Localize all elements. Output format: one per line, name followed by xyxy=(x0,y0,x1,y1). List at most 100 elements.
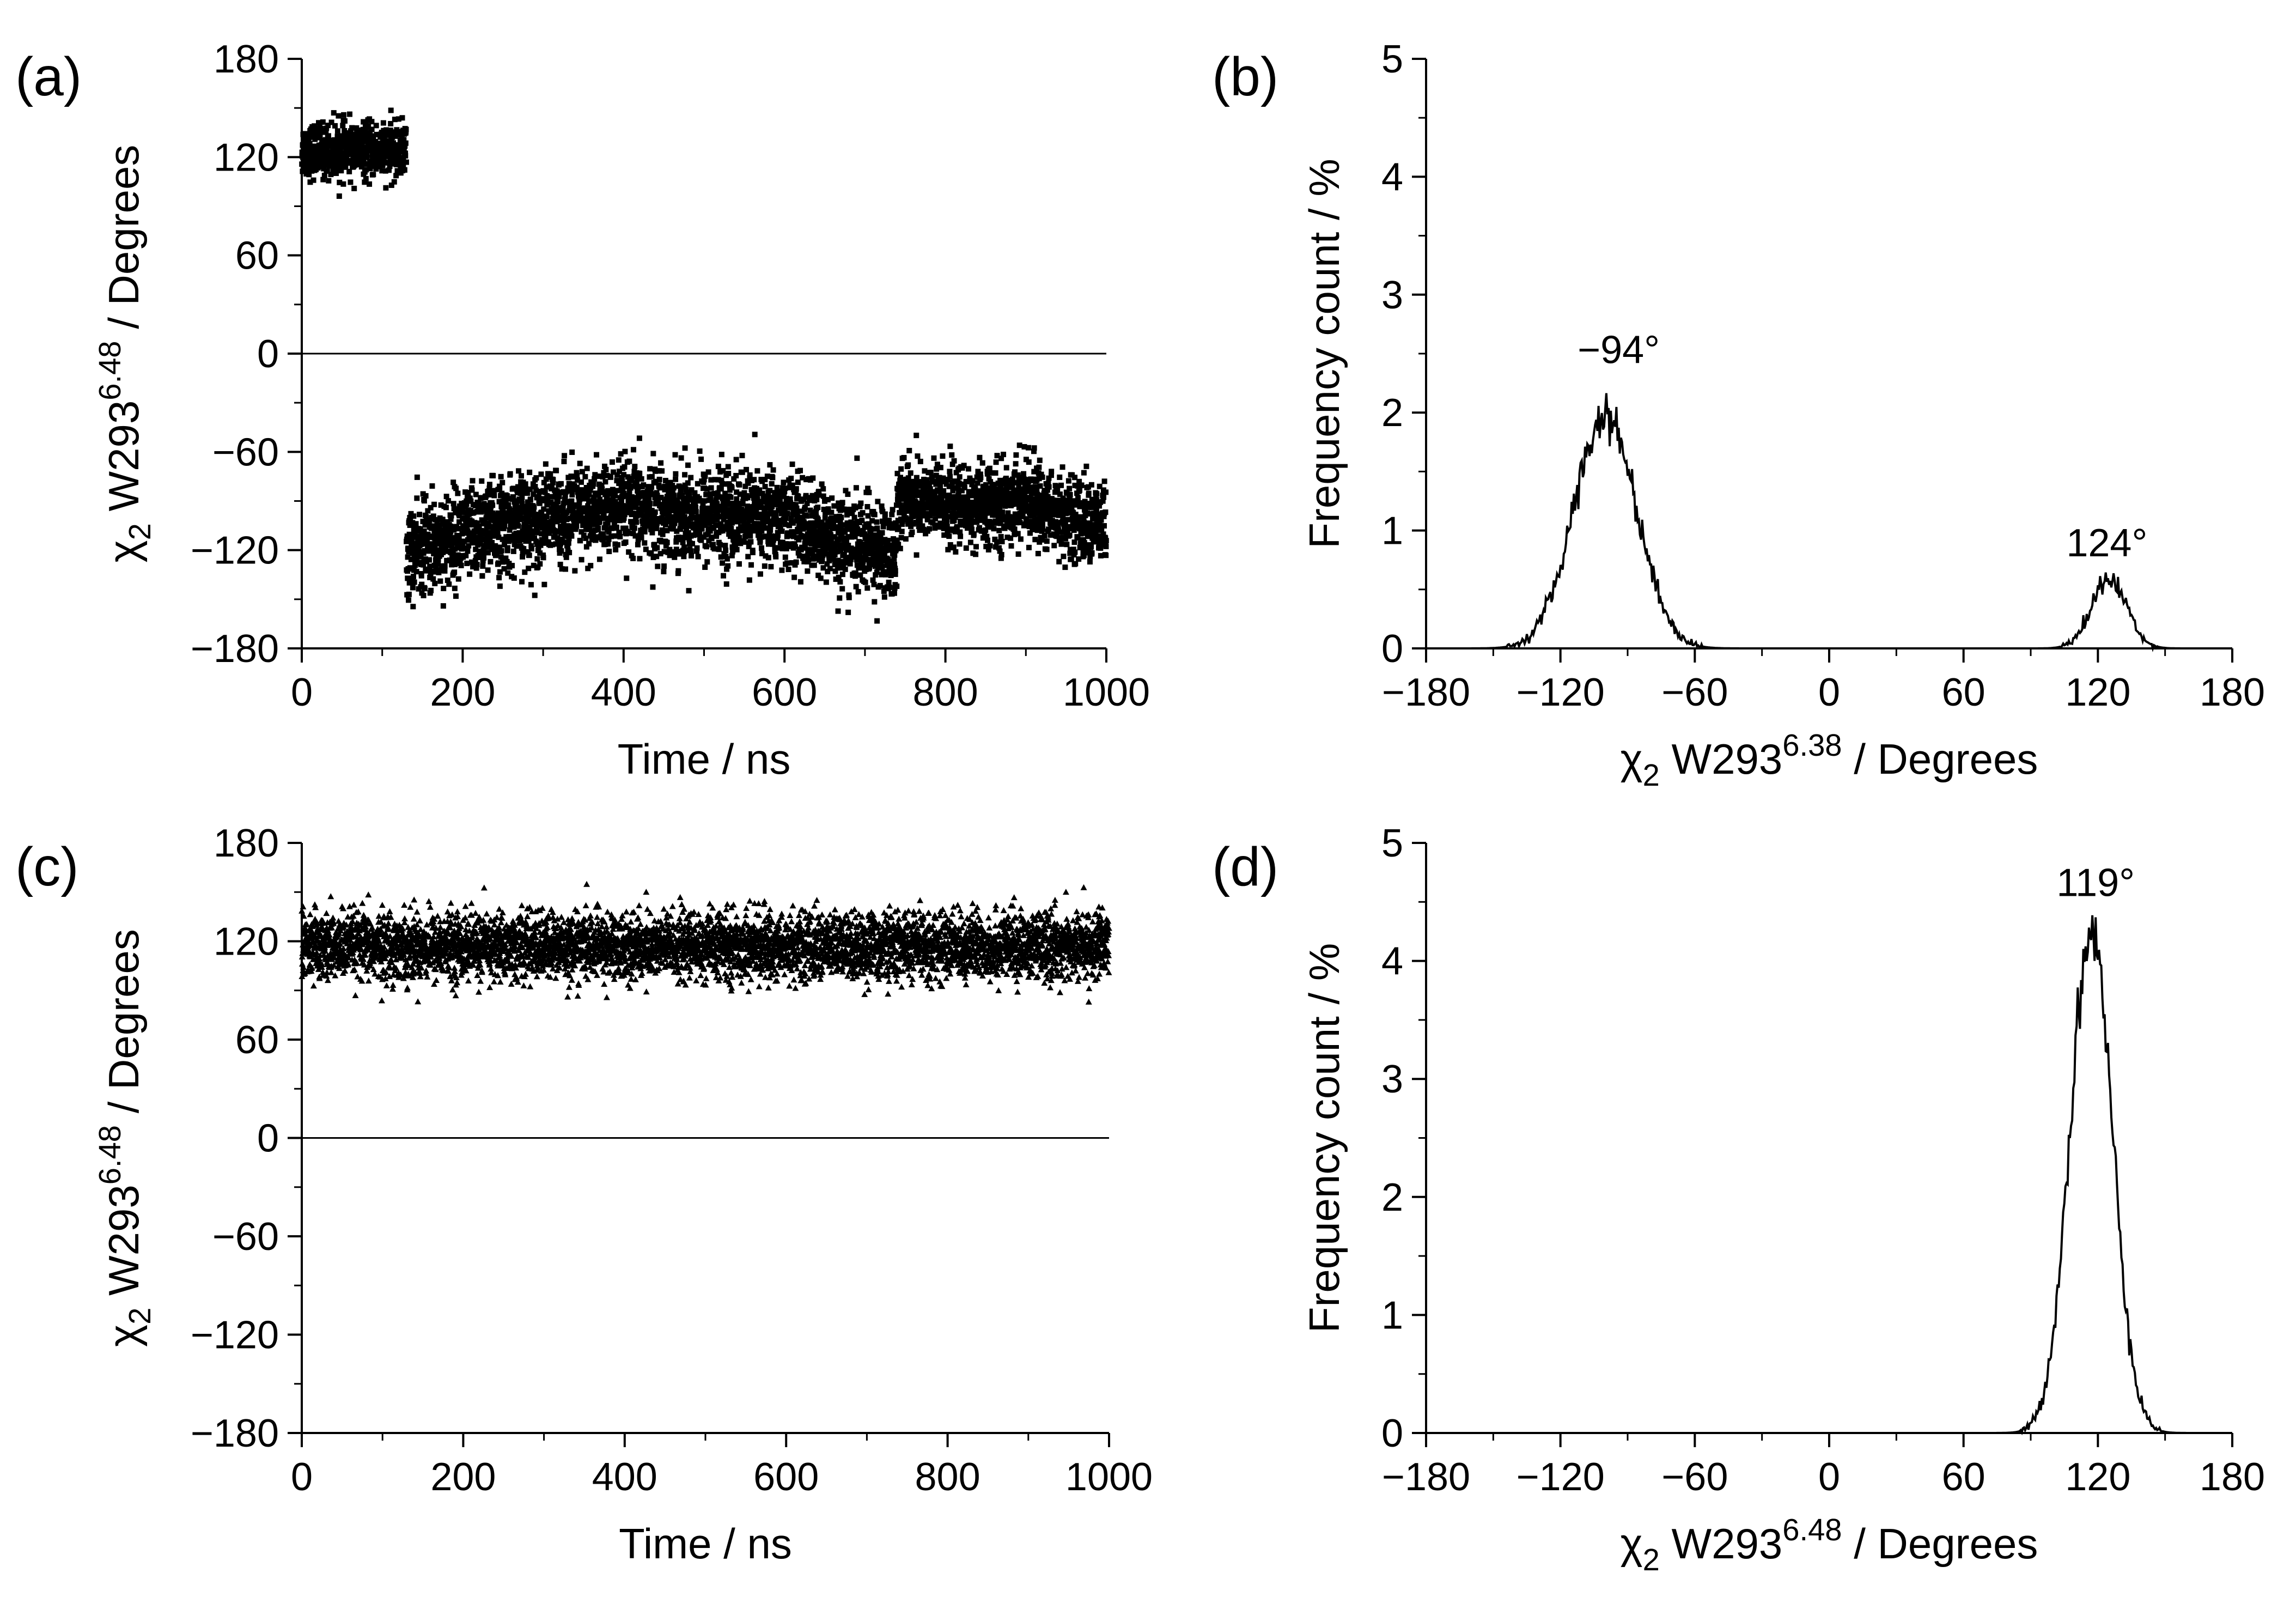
scatter-point xyxy=(458,508,464,514)
scatter-point xyxy=(888,572,894,578)
scatter-point xyxy=(340,144,346,150)
scatter-point xyxy=(584,465,590,471)
scatter-point xyxy=(878,550,884,556)
scatter-point xyxy=(309,163,315,169)
scatter-point xyxy=(640,507,645,513)
scatter-point xyxy=(681,554,687,560)
scatter-point xyxy=(1081,470,1087,476)
scatter-point xyxy=(990,505,996,511)
scatter-point xyxy=(352,147,358,153)
scatter-point xyxy=(484,509,490,515)
scatter-point xyxy=(1040,506,1046,512)
scatter-point xyxy=(348,179,354,185)
scatter-point xyxy=(550,542,556,548)
scatter-point xyxy=(891,540,897,546)
scatter-point xyxy=(1036,464,1042,470)
scatter-point xyxy=(459,501,465,507)
scatter-point xyxy=(490,472,496,478)
scatter-point xyxy=(484,536,490,542)
scatter-point xyxy=(479,573,485,579)
scatter-point xyxy=(628,519,634,525)
scatter-point xyxy=(422,522,428,528)
scatter-point xyxy=(1072,475,1078,481)
scatter-point xyxy=(720,560,726,566)
scatter-point xyxy=(952,478,958,484)
scatter-point xyxy=(318,149,324,155)
scatter-point xyxy=(324,151,330,157)
scatter-point xyxy=(466,543,472,549)
scatter-point xyxy=(563,566,569,572)
scatter-point xyxy=(722,490,728,496)
scatter-point xyxy=(738,518,744,524)
scatter-point xyxy=(841,560,846,566)
scatter-point xyxy=(729,520,735,526)
scatter-point xyxy=(898,475,904,481)
scatter-point xyxy=(618,498,624,504)
scatter-point xyxy=(1055,498,1061,504)
scatter-point xyxy=(821,506,827,512)
scatter-point xyxy=(999,481,1005,487)
scatter-point xyxy=(756,511,762,517)
scatter-point xyxy=(495,520,501,526)
x-tick-label: 400 xyxy=(591,671,656,714)
scatter-point xyxy=(874,519,880,525)
scatter-point xyxy=(653,478,659,484)
scatter-point xyxy=(1085,510,1091,516)
scatter-point xyxy=(453,485,459,491)
scatter-points xyxy=(299,107,1109,624)
scatter-point xyxy=(472,558,478,564)
scatter-point xyxy=(789,462,795,467)
scatter-point xyxy=(525,490,531,496)
scatter-point xyxy=(449,543,455,549)
scatter-point xyxy=(995,481,1001,487)
scatter-point xyxy=(528,546,534,552)
scatter-point xyxy=(357,127,363,133)
scatter-point xyxy=(775,532,781,538)
scatter-point xyxy=(450,501,456,507)
scatter-point xyxy=(338,168,344,174)
scatter-point xyxy=(783,545,789,551)
scatter-point xyxy=(1065,478,1071,484)
scatter-point xyxy=(1040,514,1046,520)
scatter-point xyxy=(496,499,502,505)
scatter-point xyxy=(744,527,750,533)
scatter-point xyxy=(462,504,468,510)
y-axis-label: χ2 W2936.48 / Degrees xyxy=(93,145,157,563)
scatter-point xyxy=(427,557,433,563)
scatter-point xyxy=(570,474,576,480)
scatter-point xyxy=(543,533,549,539)
scatter-point xyxy=(1088,544,1094,550)
scatter-point xyxy=(490,502,496,508)
scatter-point xyxy=(388,121,394,127)
scatter-point xyxy=(947,473,953,479)
scatter-point xyxy=(952,529,958,535)
scatter-point xyxy=(1064,517,1070,523)
scatter-point xyxy=(688,475,694,481)
scatter-point xyxy=(857,552,863,558)
scatter-point xyxy=(574,473,580,479)
scatter-point xyxy=(969,526,975,532)
scatter-point xyxy=(797,467,803,473)
scatter-point xyxy=(1039,511,1045,517)
scatter-point xyxy=(503,555,509,561)
scatter-point xyxy=(364,151,370,157)
scatter-point xyxy=(833,541,839,546)
scatter-point xyxy=(1048,472,1054,478)
scatter-point xyxy=(366,123,371,129)
scatter-point xyxy=(709,536,715,542)
scatter-point xyxy=(753,485,759,491)
scatter-point xyxy=(892,552,898,558)
scatter-point xyxy=(866,521,872,527)
scatter-point xyxy=(835,530,841,536)
scatter-point xyxy=(894,471,900,477)
scatter-point xyxy=(741,517,747,523)
scatter-point xyxy=(727,501,733,507)
scatter-point xyxy=(547,471,553,477)
scatter-point xyxy=(753,506,759,512)
scatter-point xyxy=(500,559,506,565)
scatter-point xyxy=(320,119,326,125)
scatter-point xyxy=(634,479,640,485)
scatter-point xyxy=(541,479,547,485)
scatter-point xyxy=(886,584,892,590)
scatter-point xyxy=(526,535,532,541)
